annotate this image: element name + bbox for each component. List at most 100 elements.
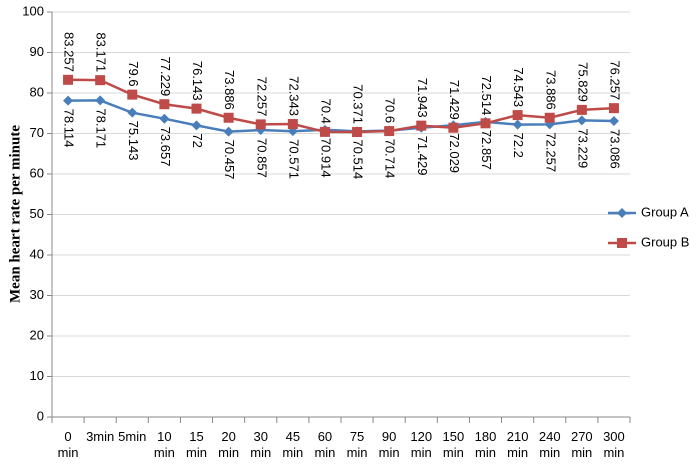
data-label: 73.657 <box>158 127 173 167</box>
series-line <box>68 78 615 134</box>
x-tick-label: 60 min <box>314 429 336 460</box>
data-label: 83.171 <box>94 32 109 72</box>
data-label: 73.886 <box>543 70 558 110</box>
data-label: 74.543 <box>511 67 526 107</box>
legend-marker <box>617 238 627 248</box>
marker <box>384 126 395 137</box>
x-tick-label: 3min <box>86 429 115 444</box>
x-tick-label: 240 min <box>538 429 561 460</box>
data-label: 71.943 <box>415 78 430 118</box>
data-label: 70.914 <box>319 138 334 178</box>
data-label: 72.343 <box>286 76 301 116</box>
marker <box>63 74 74 85</box>
data-label: 72.2 <box>511 133 526 158</box>
series-line <box>68 99 614 133</box>
marker <box>319 126 330 137</box>
data-label: 72 <box>190 133 205 147</box>
marker <box>159 99 170 110</box>
marker <box>608 116 619 127</box>
y-axis-label: Mean heart rate per minute <box>7 125 23 303</box>
y-tick-label: 100 <box>22 3 44 18</box>
marker <box>608 103 619 114</box>
x-tick-label: 45 min <box>282 429 304 460</box>
data-label: 72.857 <box>479 130 494 170</box>
marker <box>576 115 587 126</box>
y-tick-label: 0 <box>37 408 44 423</box>
y-tick-label: 30 <box>30 287 44 302</box>
data-label: 70.714 <box>383 139 398 179</box>
data-label: 83.257 <box>62 32 77 72</box>
x-tick-label: 10 min <box>153 429 175 460</box>
data-label: 75.829 <box>575 62 590 102</box>
x-tick-label: 90 min <box>378 429 400 460</box>
y-tick-label: 90 <box>30 44 44 59</box>
legend-marker <box>617 208 627 218</box>
marker <box>95 75 106 86</box>
x-tick-label: 120 min <box>410 429 433 460</box>
marker <box>255 119 266 130</box>
x-tick-label: 0 min <box>57 429 79 460</box>
marker <box>95 95 106 106</box>
data-label: 71.429 <box>415 136 430 176</box>
y-tick-label: 50 <box>30 206 44 221</box>
y-tick-label: 10 <box>30 368 44 383</box>
y-tick-label: 20 <box>30 327 44 342</box>
marker <box>576 104 587 115</box>
marker <box>512 110 523 121</box>
marker <box>127 107 138 118</box>
x-tick-label: 150 min <box>442 429 465 460</box>
marker <box>191 120 202 131</box>
data-label: 70.457 <box>222 140 237 180</box>
y-tick-label: 40 <box>30 246 44 261</box>
data-label: 70.6 <box>383 98 398 123</box>
marker <box>127 89 138 100</box>
marker <box>223 112 234 123</box>
data-label: 70.857 <box>254 138 269 178</box>
x-tick-label: 210 min <box>506 429 529 460</box>
legend-label: Group A <box>641 204 689 219</box>
data-label: 70.4 <box>319 99 334 124</box>
data-label: 72.029 <box>447 133 462 173</box>
legend-label: Group B <box>641 234 689 249</box>
x-tick-label: 180 min <box>474 429 497 460</box>
marker <box>352 126 363 137</box>
marker <box>63 95 74 106</box>
x-tick-label: 270 min <box>570 429 593 460</box>
data-label: 73.886 <box>222 70 237 110</box>
x-tick-label: 75 min <box>346 429 368 460</box>
data-label: 76.143 <box>190 61 205 101</box>
data-label: 79.6 <box>126 61 141 86</box>
data-label: 70.514 <box>351 139 366 179</box>
data-label: 72.257 <box>543 132 558 172</box>
data-label: 76.257 <box>608 60 623 100</box>
marker <box>191 103 202 114</box>
data-label: 77.229 <box>158 56 173 96</box>
x-tick-label: 15 min <box>186 429 207 460</box>
marker <box>287 119 298 130</box>
data-label: 73.229 <box>575 128 590 168</box>
data-label: 70.571 <box>286 139 301 179</box>
x-tick-label: 20 min <box>218 429 240 460</box>
x-tick-label: 300 min <box>603 429 625 460</box>
y-tick-label: 80 <box>30 84 44 99</box>
data-label: 72.514 <box>479 76 494 116</box>
x-tick-label: 30 min <box>250 429 272 460</box>
x-tick-label: 5min <box>118 429 147 444</box>
marker <box>223 126 234 137</box>
data-label: 78.114 <box>62 109 77 148</box>
marker <box>512 119 523 130</box>
data-label: 78.171 <box>94 108 109 148</box>
marker <box>544 112 555 123</box>
y-tick-label: 60 <box>30 165 44 180</box>
marker <box>159 113 170 124</box>
data-label: 70.371 <box>351 84 366 124</box>
data-label: 72.257 <box>254 77 269 117</box>
data-label: 75.143 <box>126 121 141 161</box>
y-tick-label: 70 <box>30 125 44 140</box>
marker <box>448 122 459 133</box>
data-label: 73.086 <box>608 129 623 169</box>
marker <box>416 120 427 131</box>
marker <box>480 118 491 129</box>
